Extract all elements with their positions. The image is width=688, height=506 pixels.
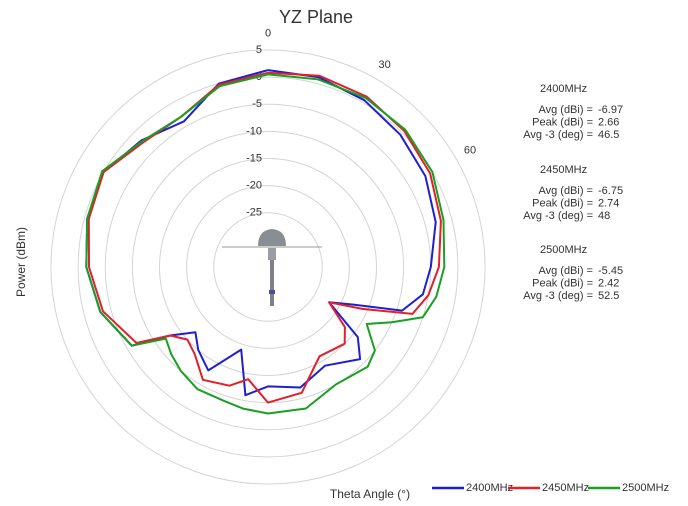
theta-tick-label: 60 bbox=[464, 144, 476, 156]
stats-label: Avg (dBi) = bbox=[538, 265, 593, 277]
grid-ring bbox=[50, 49, 486, 485]
grid-ring bbox=[131, 130, 405, 404]
stats-heading: 2450MHz bbox=[540, 164, 587, 176]
stats-label: Avg -3 (deg) = bbox=[523, 210, 593, 222]
stats-heading: 2400MHz bbox=[540, 83, 587, 95]
x-axis-label: Theta Angle (°) bbox=[330, 487, 410, 501]
r-tick-label: 5 bbox=[256, 44, 262, 56]
stats-value: 48 bbox=[598, 210, 610, 222]
grid-ring bbox=[186, 185, 350, 349]
legend-label: 2500MHz bbox=[622, 482, 669, 494]
legend-label: 2400MHz bbox=[466, 482, 513, 494]
series-line bbox=[85, 69, 437, 397]
stats-value: -5.45 bbox=[598, 265, 623, 277]
stats-value: -6.97 bbox=[598, 104, 623, 116]
stats-value: 2.66 bbox=[598, 116, 619, 128]
stats-label: Avg -3 (deg) = bbox=[523, 129, 593, 141]
y-axis-label: Power (dBm) bbox=[14, 227, 28, 297]
antenna-image bbox=[222, 229, 322, 306]
grid-ring bbox=[159, 158, 377, 376]
stats-label: Peak (dBi) = bbox=[532, 277, 593, 289]
stats-value: 2.74 bbox=[598, 197, 619, 209]
stats-value: 46.5 bbox=[598, 129, 619, 141]
series-line bbox=[85, 73, 446, 415]
r-tick-label: -20 bbox=[246, 180, 262, 192]
r-tick-label: -15 bbox=[246, 152, 262, 164]
r-tick-label: -10 bbox=[246, 125, 262, 137]
stats-label: Peak (dBi) = bbox=[532, 116, 593, 128]
stats-value: 2.42 bbox=[598, 277, 619, 289]
legend-label: 2450MHz bbox=[542, 482, 589, 494]
r-tick-label: -5 bbox=[252, 98, 262, 110]
grid-ring bbox=[77, 76, 459, 458]
stats-value: 52.5 bbox=[598, 290, 619, 302]
theta-tick-label: 0 bbox=[265, 28, 271, 40]
r-tick-label: -25 bbox=[246, 207, 262, 219]
stats-value: -6.75 bbox=[598, 185, 623, 197]
stats-label: Avg (dBi) = bbox=[538, 104, 593, 116]
series-line bbox=[87, 71, 442, 404]
stats-label: Avg -3 (deg) = bbox=[523, 290, 593, 302]
stats-heading: 2500MHz bbox=[540, 244, 587, 256]
theta-tick-label: 30 bbox=[379, 59, 391, 71]
chart-title: YZ Plane bbox=[279, 7, 353, 27]
grid-ring bbox=[104, 103, 432, 431]
stats-label: Avg (dBi) = bbox=[538, 185, 593, 197]
stats-label: Peak (dBi) = bbox=[532, 197, 593, 209]
grid-ring bbox=[213, 212, 323, 322]
